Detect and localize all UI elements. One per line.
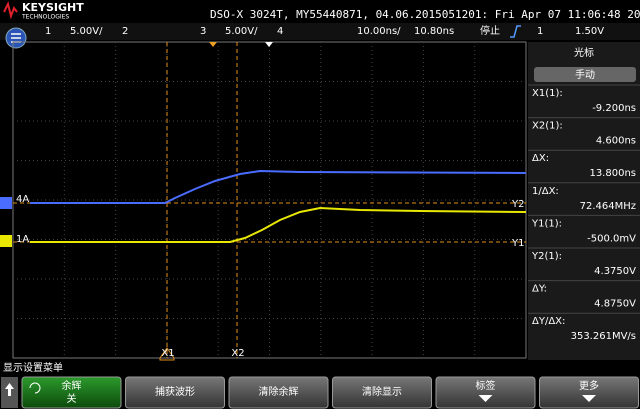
mode-button[interactable] — [534, 67, 636, 82]
row-value: 72.464MHz — [580, 201, 636, 212]
softkey-bg — [228, 376, 329, 409]
row-label: 1/ΔX: — [532, 186, 559, 197]
ch1-marker: 1A — [16, 234, 29, 245]
row-value: 4.3750V — [594, 266, 636, 277]
row-value: 353.261MV/s — [571, 331, 636, 342]
ch1: 1 — [45, 26, 51, 37]
ch4-ground — [0, 197, 12, 209]
softkey[interactable]: 捕获波形 — [125, 376, 225, 409]
softkeys: 余辉关 捕获波形 清除余辉 清除显示 标签 更多 — [21, 376, 639, 409]
row-value: -500.0mV — [587, 233, 636, 244]
softkey-bg — [435, 376, 536, 409]
softkey-bg — [539, 376, 639, 409]
trace-ch1 — [30, 206, 527, 243]
row-label: Y2(1): — [531, 251, 562, 262]
cursor-panel — [528, 42, 640, 360]
row-value: 13.800ns — [589, 168, 636, 179]
softkey[interactable]: 清除余辉 — [228, 376, 329, 409]
status-bar — [0, 23, 640, 40]
softkey-label: 余辉 — [62, 379, 82, 392]
x1-tab — [159, 347, 175, 361]
softkey-arrow — [478, 395, 493, 402]
trigger-level: 1.50V — [575, 26, 604, 37]
brand-sub: TECHNOLOGIES — [21, 14, 69, 21]
timebase: 10.00ns/ — [357, 26, 401, 37]
brand: KEYSIGHT — [22, 1, 84, 14]
softkey-rotate — [29, 382, 41, 394]
softkey[interactable]: 余辉关 — [21, 376, 122, 409]
ch1-scale: 5.00V/ — [70, 26, 103, 37]
row-label: Y1(1): — [531, 218, 562, 229]
softkey-sub: 关 — [67, 392, 77, 405]
row-value: 4.8750V — [594, 299, 636, 310]
ch3: 3 — [200, 26, 206, 37]
trace-ch4 — [30, 169, 527, 204]
row-value: -9.200ns — [592, 103, 636, 114]
logo-icon — [3, 1, 18, 20]
title: DSO-X 3024T, MY55440871, 04.06.201505120… — [210, 8, 640, 21]
y2-label: Y2 — [511, 199, 524, 210]
row-value: 4.600ns — [596, 136, 636, 147]
delay-marker — [265, 42, 273, 47]
trigger-icon — [510, 25, 521, 38]
ch1-ground — [0, 235, 12, 247]
run-state: 停止 — [480, 24, 500, 37]
row-label: X2(1): — [532, 121, 563, 132]
row-label: ΔY: — [532, 284, 547, 295]
row-label: ΔX: — [532, 153, 549, 164]
softkey-label: 清除余辉 — [259, 385, 299, 398]
softkey-bg — [332, 376, 432, 409]
menu-title: 显示设置菜单 — [3, 362, 63, 374]
panel-title: 光标 — [574, 46, 594, 59]
softkey-label: 捕获波形 — [155, 385, 195, 398]
softkey-arrow — [582, 395, 596, 402]
ch4-marker: 4A — [16, 194, 29, 205]
x2-label: X2 — [231, 348, 244, 359]
x1-label: X1 — [161, 348, 174, 359]
y1-label: Y1 — [511, 238, 524, 249]
ch3-scale: 5.00V/ — [225, 26, 258, 37]
trigger-marker — [209, 42, 217, 47]
softkey-label: 更多 — [579, 379, 599, 392]
softkey[interactable]: 更多 — [539, 376, 639, 409]
delay: 10.80ns — [414, 26, 454, 37]
cursor-rows: X1(1): -9.200ns X2(1): 4.600ns ΔX: 13.800ns 1/… — [528, 84, 640, 342]
softkey-bg — [125, 376, 225, 409]
trigger-source: 1 — [537, 26, 543, 37]
softkey[interactable]: 清除显示 — [332, 376, 432, 409]
ch4: 4 — [277, 26, 283, 37]
softkey-bg — [21, 376, 122, 409]
softkey-label: 清除显示 — [362, 385, 402, 398]
row-label: X1(1): — [532, 88, 563, 99]
softkey-label: 标签 — [476, 379, 496, 392]
return-icon — [5, 383, 14, 396]
row-label: ΔY/ΔX: — [532, 316, 565, 327]
softkey[interactable]: 标签 — [435, 376, 536, 409]
mode: 手动 — [575, 68, 595, 81]
ch2: 2 — [122, 26, 128, 37]
